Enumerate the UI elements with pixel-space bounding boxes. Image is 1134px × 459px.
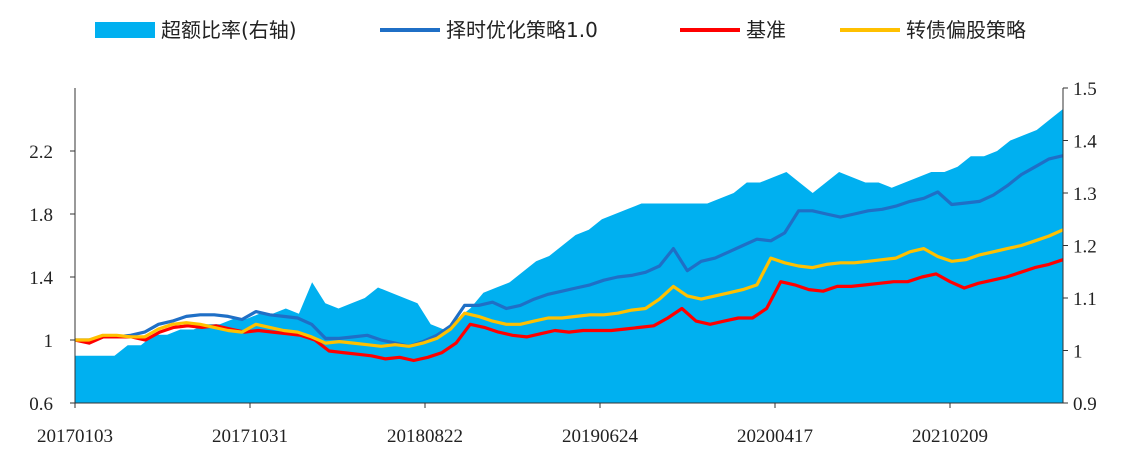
legend-label: 转债偏股策略 xyxy=(906,18,1026,42)
series-area xyxy=(75,109,1063,403)
axes: 0.6 1 1.4 1.8 2.2 0.9 1 1.1 1.2 1.3 1.4 1.5 20170103… xyxy=(29,79,1097,447)
legend-swatch xyxy=(95,22,155,38)
left-tick-label: 1.4 xyxy=(29,268,53,289)
excess-ratio-area xyxy=(75,109,1063,403)
legend-label: 基准 xyxy=(746,18,786,42)
right-tick-label: 1.3 xyxy=(1073,184,1097,205)
x-tick-label: 20180822 xyxy=(387,426,463,447)
right-tick-label: 1.5 xyxy=(1073,79,1097,100)
x-tick-label: 20170103 xyxy=(37,426,113,447)
left-tick-label: 1.8 xyxy=(29,205,53,226)
x-tick-label: 20200417 xyxy=(737,426,813,447)
legend: 超额比率(右轴) 择时优化策略1.0 基准 转债偏股策略 xyxy=(95,18,1026,42)
x-tick-label: 20171031 xyxy=(212,426,288,447)
legend-item: 基准 xyxy=(680,18,786,42)
series-line xyxy=(75,228,1064,348)
right-tick-label: 1.2 xyxy=(1073,237,1097,258)
x-tick-label: 20190624 xyxy=(562,426,639,447)
left-tick-label: 2.2 xyxy=(29,142,53,163)
right-tick-label: 1.1 xyxy=(1073,289,1097,310)
x-tick-label: 20210209 xyxy=(912,426,988,447)
left-tick-label: 1 xyxy=(44,331,54,352)
left-tick-label: 0.6 xyxy=(29,394,53,415)
legend-label: 超额比率(右轴) xyxy=(161,18,297,42)
right-tick-label: 1 xyxy=(1073,342,1083,363)
legend-item: 转债偏股策略 xyxy=(840,18,1026,42)
legend-item: 超额比率(右轴) xyxy=(95,18,297,42)
legend-label: 择时优化策略1.0 xyxy=(446,18,598,42)
series-line xyxy=(75,154,1064,348)
right-tick-label: 0.9 xyxy=(1073,394,1097,415)
series-lines xyxy=(74,154,1064,363)
legend-item: 择时优化策略1.0 xyxy=(380,18,598,42)
right-tick-label: 1.4 xyxy=(1073,132,1097,153)
